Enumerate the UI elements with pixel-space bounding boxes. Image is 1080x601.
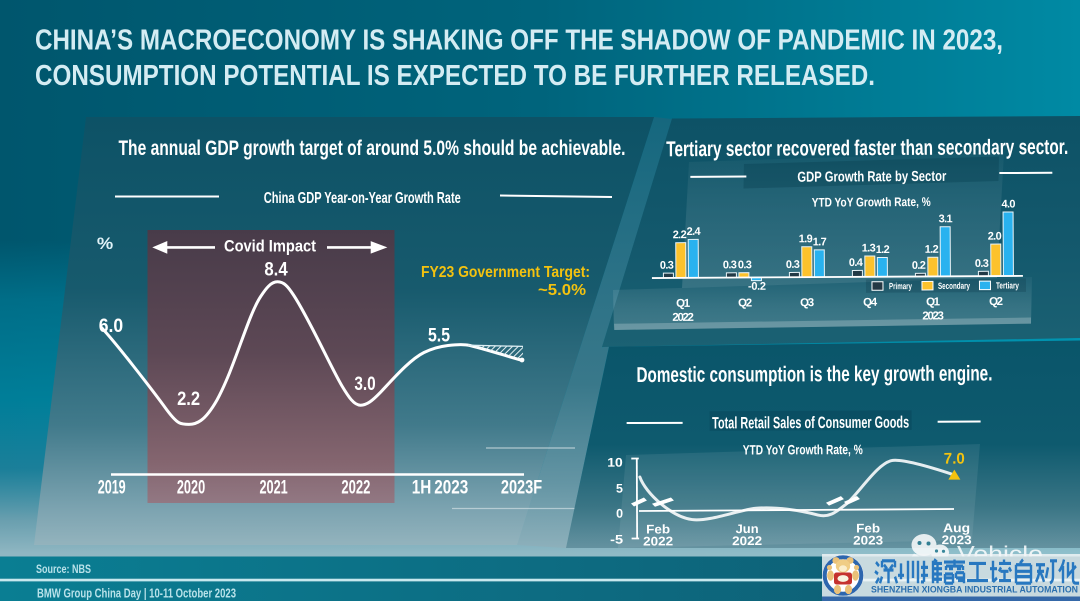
svg-text:3.1: 3.1 <box>939 213 953 225</box>
svg-text:Secondary: Secondary <box>938 281 970 291</box>
svg-text:Domestic consumption is the ke: Domestic consumption is the key growth e… <box>636 361 992 387</box>
svg-text:The annual GDP growth target o: The annual GDP growth target of around 5… <box>119 136 626 160</box>
svg-text:SHENZHEN XIONGBA INDUSTRIAL AU: SHENZHEN XIONGBA INDUSTRIAL AUTOMATION <box>871 584 1078 595</box>
svg-text:Tertiary sector recovered fast: Tertiary sector recovered faster than se… <box>666 135 1068 161</box>
svg-text:2022: 2022 <box>672 312 694 324</box>
svg-text:FY23 Government Target:: FY23 Government Target: <box>421 264 590 281</box>
svg-text:0.3: 0.3 <box>660 260 674 272</box>
svg-text:YTD YoY Growth Rate, %: YTD YoY Growth Rate, % <box>743 442 863 458</box>
svg-text:8.4: 8.4 <box>264 259 287 281</box>
svg-text:2023: 2023 <box>853 533 883 547</box>
svg-text:Q2: Q2 <box>738 297 752 309</box>
svg-text:Q1: Q1 <box>676 298 691 310</box>
svg-text:Source: NBS: Source: NBS <box>36 562 91 576</box>
svg-text:0.3: 0.3 <box>975 258 989 270</box>
svg-text:1.3: 1.3 <box>862 242 876 254</box>
svg-text:CONSUMPTION POTENTIAL IS EXPEC: CONSUMPTION POTENTIAL IS EXPECTED TO BE … <box>35 60 875 92</box>
svg-text:2.4: 2.4 <box>687 226 702 238</box>
svg-text:CHINA’S MACROECONOMY IS SHAKIN: CHINA’S MACROECONOMY IS SHAKING OFF THE … <box>35 24 1003 56</box>
svg-text:-5: -5 <box>610 533 623 547</box>
svg-text:Tertiary: Tertiary <box>996 280 1019 290</box>
svg-text:1.2: 1.2 <box>925 244 939 256</box>
svg-text:2023: 2023 <box>922 310 944 322</box>
svg-text:4.0: 4.0 <box>1001 198 1015 210</box>
svg-text:0: 0 <box>616 507 623 521</box>
svg-text:2.2: 2.2 <box>673 229 687 241</box>
svg-text:2022: 2022 <box>732 534 762 548</box>
svg-text:Covid Impact: Covid Impact <box>224 237 316 256</box>
svg-text:2019: 2019 <box>98 477 126 499</box>
svg-text:0.3: 0.3 <box>738 259 752 271</box>
svg-text:0.3: 0.3 <box>723 259 737 271</box>
svg-text:Aug: Aug <box>943 521 970 535</box>
svg-text:2.0: 2.0 <box>988 231 1002 243</box>
svg-text:%: % <box>97 235 114 253</box>
svg-text:7.0: 7.0 <box>944 451 965 468</box>
svg-text:5.5: 5.5 <box>428 324 450 346</box>
svg-text:Q1: Q1 <box>926 296 941 308</box>
svg-text:Q2: Q2 <box>989 296 1003 308</box>
svg-text:Q3: Q3 <box>800 297 814 309</box>
svg-text:1.9: 1.9 <box>799 233 813 245</box>
svg-text:10: 10 <box>607 456 623 470</box>
svg-text:6.0: 6.0 <box>99 315 124 337</box>
svg-text:Feb: Feb <box>646 522 670 536</box>
svg-text:Total Retail Sales of Consumer: Total Retail Sales of Consumer Goods <box>712 414 909 433</box>
svg-text:5: 5 <box>616 482 623 496</box>
svg-text:YTD YoY Growth Rate, %: YTD YoY Growth Rate, % <box>812 195 931 210</box>
svg-text:China GDP Year-on-Year Growth: China GDP Year-on-Year Growth Rate <box>264 190 461 207</box>
svg-text:Jun: Jun <box>736 522 759 536</box>
svg-text:2.2: 2.2 <box>177 388 200 410</box>
svg-text:Q4: Q4 <box>863 297 878 309</box>
svg-text:1.2: 1.2 <box>876 244 890 256</box>
svg-text:0.2: 0.2 <box>912 260 926 272</box>
svg-text:GDP Growth Rate by Sector: GDP Growth Rate by Sector <box>797 169 946 186</box>
svg-text:0.4: 0.4 <box>849 257 864 269</box>
svg-text:~5.0%: ~5.0% <box>538 282 586 299</box>
svg-text:2022: 2022 <box>341 477 370 499</box>
svg-text:2021: 2021 <box>259 477 287 499</box>
svg-text:Feb: Feb <box>856 521 880 535</box>
svg-text:-0.2: -0.2 <box>748 281 766 293</box>
svg-text:2023: 2023 <box>942 533 972 547</box>
svg-text:BMW Group China Day | 10-11 Oc: BMW Group China Day | 10-11 October 2023 <box>37 587 236 601</box>
svg-text:0.3: 0.3 <box>786 259 800 271</box>
svg-text:2022: 2022 <box>643 534 673 548</box>
svg-text:2023F: 2023F <box>501 477 542 499</box>
svg-text:1.7: 1.7 <box>813 236 827 248</box>
svg-text:Primary: Primary <box>889 281 912 291</box>
svg-text:2020: 2020 <box>177 477 205 499</box>
svg-text:1H 2023: 1H 2023 <box>412 477 469 499</box>
svg-text:3.0: 3.0 <box>354 373 375 395</box>
